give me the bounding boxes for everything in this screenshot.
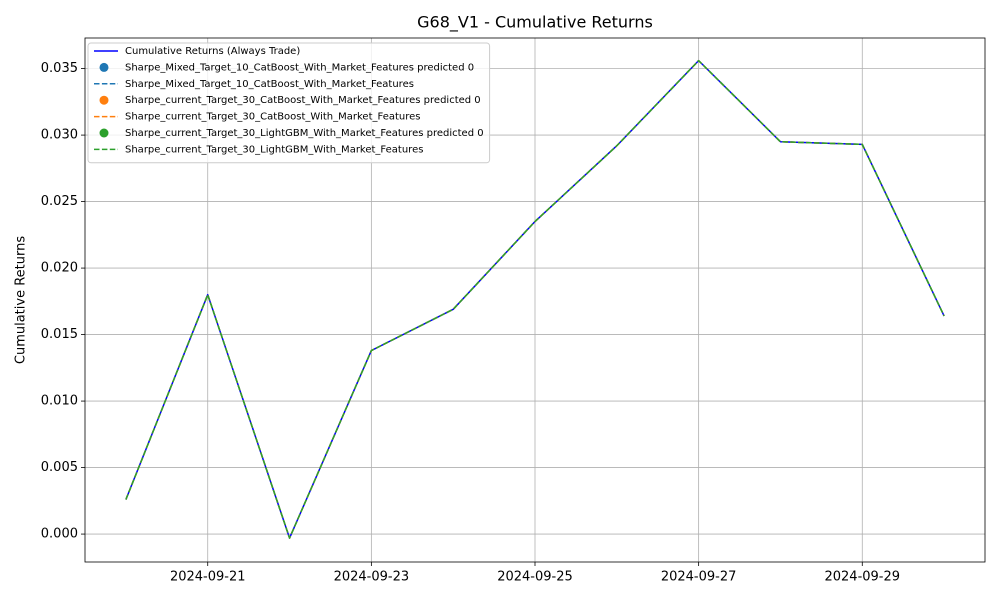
- series-line: [125, 59, 945, 539]
- y-tick-label: 0.000: [41, 527, 78, 542]
- y-tick-label: 0.015: [41, 327, 78, 342]
- legend-label: Cumulative Returns (Always Trade): [125, 46, 300, 57]
- x-tick-label: 2024-09-29: [824, 570, 900, 585]
- x-tick-label: 2024-09-27: [661, 570, 737, 585]
- y-tick-label: 0.005: [41, 460, 78, 475]
- legend-label: Sharpe_current_Target_30_CatBoost_With_M…: [125, 112, 421, 123]
- legend-marker: [99, 95, 109, 105]
- legend-box: [87, 42, 491, 164]
- legend-label: Sharpe_current_Target_30_LightGBM_With_M…: [125, 144, 423, 155]
- x-tick-label: 2024-09-21: [170, 570, 246, 585]
- legend-label: Sharpe_Mixed_Target_10_CatBoost_With_Mar…: [125, 79, 414, 90]
- y-tick-label: 0.030: [41, 128, 78, 143]
- legend-label: Sharpe_current_Target_30_CatBoost_With_M…: [125, 95, 481, 106]
- y-tick-label: 0.035: [41, 61, 78, 76]
- y-tick-label: 0.025: [41, 194, 78, 209]
- legend-marker: [99, 62, 109, 72]
- x-tick-label: 2024-09-23: [334, 570, 410, 585]
- legend-marker: [99, 128, 109, 138]
- x-tick-label: 2024-09-25: [497, 570, 573, 585]
- y-axis-label: Cumulative Returns: [14, 236, 29, 364]
- legend: Cumulative Returns (Always Trade) Sharpe_…: [87, 42, 491, 164]
- y-tick-label: 0.020: [41, 261, 78, 276]
- legend-label: Sharpe_Mixed_Target_10_CatBoost_With_Mar…: [125, 62, 474, 73]
- chart-title: G68_V1 - Cumulative Returns: [417, 13, 653, 33]
- legend-label: Sharpe_current_Target_30_LightGBM_With_M…: [125, 128, 484, 139]
- y-tick-label: 0.010: [41, 394, 78, 409]
- plot-frame: [84, 37, 986, 563]
